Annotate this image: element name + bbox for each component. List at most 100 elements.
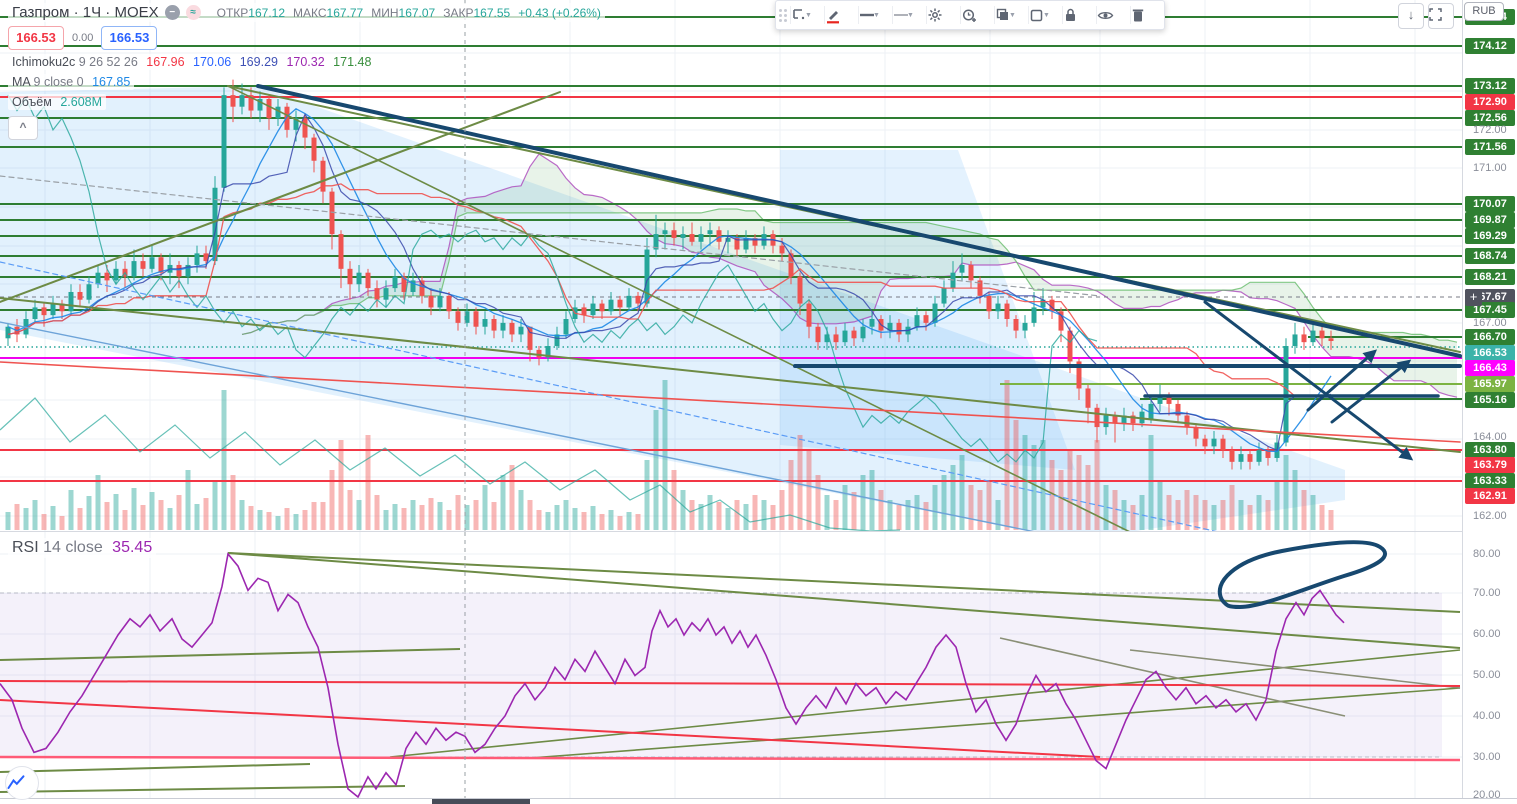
legend-panel: Газпром · 1Ч · MOEX − ≈ ОТКР167.12 МАКС1… [8,3,605,140]
price-label-172.56: 172.56 [1465,110,1515,126]
ma-name: MA [12,75,31,89]
price-label-169.29: 169.29 [1465,228,1515,244]
ma-legend: MA 9 close 0 167.85 [8,74,135,90]
price-label-163.79: 163.79 [1465,457,1515,473]
currency-label: RUB [1464,2,1504,21]
price-label-169.87: 169.87 [1465,212,1515,228]
price-label-167.45: 167.45 [1465,302,1515,318]
main-gridlines [0,0,1462,532]
horizontal-level-lines[interactable] [0,16,1462,482]
price-label-163.33: 163.33 [1465,473,1515,489]
data-delay-icon: ≈ [185,5,201,20]
open-label: ОТКР [216,5,249,20]
rsi-legend: RSI 14 close 35.45 [8,538,157,558]
rsi-name: RSI [12,539,39,556]
time-axis[interactable] [0,798,1517,804]
volume-name: Объём [12,95,52,109]
template-style-icon[interactable]: ▼ [791,2,824,28]
price-label-166.43: 166.43 [1465,360,1515,376]
price-label-162.00: 162.00 [1473,510,1507,522]
price-label-171.56: 171.56 [1465,139,1515,155]
buy-button[interactable]: 166.53 [101,26,158,50]
ichimoku-name: Ichimoku2c [12,55,76,69]
line-width-icon[interactable]: ▼ [860,11,880,19]
delete-trash-icon[interactable] [1131,2,1164,28]
volume-legend: Объём 2.608M [8,94,107,110]
price-axis[interactable]: 174.74174.12173.12172.90172.56172.00171.… [1462,0,1517,801]
ichimoku-legend: Ichimoku2c 9 26 52 26 167.96 170.06 169.… [8,54,376,70]
symbol-row: Газпром · 1Ч · MOEX − ≈ ОТКР167.12 МАКС1… [8,3,605,22]
highlight-ellipse-drawing[interactable] [1217,540,1387,609]
high-label: МАКС [293,5,327,20]
price-label-166.70: 166.70 [1465,329,1515,345]
price-label-168.74: 168.74 [1465,248,1515,264]
color-pencil-icon[interactable] [825,2,858,28]
price-label-162.91: 162.91 [1465,488,1515,504]
scroll-to-recent-button[interactable]: ↓ [1398,3,1424,29]
toolbar-drag-handle-icon[interactable] [776,2,790,28]
time-axis-scrollbar[interactable] [432,799,530,804]
add-alert-icon[interactable] [961,2,994,28]
settings-gear-icon[interactable] [927,2,960,28]
high-value: 167.77 [326,5,364,20]
rsi-label-70.00: 70.00 [1473,587,1501,599]
rsi-label-60.00: 60.00 [1473,628,1501,640]
drawing-toolbar: ▼ ▼ ▼ ▼ ▼ [775,0,1165,30]
price-label-165.97: 165.97 [1465,376,1515,392]
rsi-band [0,592,1442,758]
close-value: 167.55 [473,5,511,20]
collapse-legend-button[interactable]: ^ [8,116,38,140]
more-layout-icon[interactable]: ▼ [1029,2,1062,28]
ohlc-values: ОТКР167.12 МАКС167.77 МИН167.07 ЗАКР167.… [217,6,601,20]
ichimoku-params: 9 26 52 26 [78,55,138,69]
clone-layers-icon[interactable]: ▼ [995,2,1028,28]
order-panel: 166.53 0.00 166.53 [8,26,158,50]
ichimoku-value-5: 171.48 [333,55,372,69]
price-label-173.12: 173.12 [1465,78,1515,94]
ma-params: 9 close 0 [33,75,84,89]
fullscreen-button[interactable] [1428,3,1454,29]
price-label-170.07: 170.07 [1465,196,1515,212]
price-label-172.90: 172.90 [1465,94,1515,110]
price-label-163.80: 163.80 [1465,442,1515,458]
price-label-174.12: 174.12 [1465,38,1515,54]
low-label: МИН [371,5,399,20]
lock-icon[interactable] [1063,2,1096,28]
main-price-pane[interactable] [0,0,1462,532]
add-order-plus-button[interactable]: + [1465,289,1482,306]
spread-value: 0.00 [72,32,94,44]
rsi-params: 14 close [43,539,103,556]
rsi-label-30.00: 30.00 [1473,751,1501,763]
price-label-165.16: 165.16 [1465,392,1515,408]
symbol-title: Газпром · 1Ч · MOEX [12,4,159,21]
low-value: 167.07 [398,5,436,20]
change-value: +0.43 (+0.26%) [518,5,601,20]
rsi-value: 35.45 [112,539,153,556]
ichimoku-value-2: 170.06 [193,55,232,69]
market-status-icon: − [164,5,180,20]
trendline-drawings[interactable] [0,84,1462,532]
ma-value: 167.85 [92,75,131,89]
ichimoku-value-4: 170.32 [286,55,325,69]
ichimoku-value-3: 169.29 [239,55,278,69]
close-label: ЗАКР [443,5,474,20]
price-label-172.00: 172.00 [1473,124,1507,136]
visibility-eye-icon[interactable] [1097,2,1130,28]
rsi-label-80.00: 80.00 [1473,548,1501,560]
rsi-line [0,552,1345,798]
rsi-label-50.00: 50.00 [1473,669,1501,681]
ichimoku-value-1: 167.96 [146,55,185,69]
indicator-logo-icon [5,766,39,800]
sell-button[interactable]: 166.53 [8,26,64,50]
ichimoku-cloud [241,153,1458,398]
price-label-167.00: 167.00 [1473,317,1507,329]
price-label-166.53: 166.53 [1465,345,1515,361]
open-value: 167.12 [248,5,285,20]
rsi-pane[interactable] [0,532,1462,798]
line-style-icon[interactable]: ▼ [894,11,914,19]
price-label-164.00: 164.00 [1473,431,1507,443]
volume-value: 2.608M [60,95,103,109]
price-label-171.00: 171.00 [1473,162,1507,174]
price-label-168.21: 168.21 [1465,269,1515,285]
